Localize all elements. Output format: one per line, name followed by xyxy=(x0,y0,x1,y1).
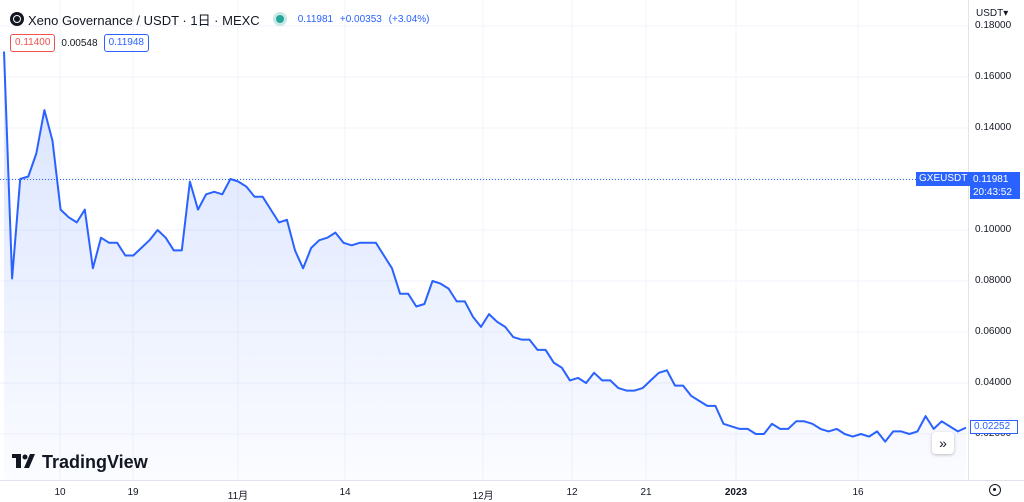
time-tick-label: 21 xyxy=(640,487,652,498)
price-area-fill xyxy=(4,51,966,480)
price-tick-label: 0.08000 xyxy=(975,275,1012,286)
currency-selector[interactable]: USDT▾ xyxy=(976,8,1008,19)
legend-last-price: 0.11981 xyxy=(297,13,334,25)
price-tick-label: 0.14000 xyxy=(975,122,1012,133)
price-tick-label: 0.06000 xyxy=(975,326,1012,337)
chevron-down-icon: ▾ xyxy=(1003,8,1009,19)
buy-button[interactable]: 0.11948 xyxy=(103,34,149,52)
time-tick-label: 14 xyxy=(339,487,351,498)
price-tick-label: 0.16000 xyxy=(975,71,1012,82)
market-status-icon[interactable] xyxy=(275,15,284,23)
legend-quote: 0.11981 +0.00353 (+3.04%) xyxy=(298,14,434,25)
symbol-logo-icon xyxy=(10,12,24,26)
price-chart[interactable] xyxy=(0,0,968,480)
price-line xyxy=(3,51,967,443)
price-tick-label: 0.18000 xyxy=(975,20,1012,31)
time-tick-label: 12月 xyxy=(472,491,494,502)
symbol-price-label: GXEUSDT xyxy=(916,172,971,186)
scroll-to-realtime-button[interactable]: » xyxy=(932,432,954,454)
gear-icon[interactable] xyxy=(989,484,1001,496)
time-tick-label: 16 xyxy=(852,487,864,498)
time-scale-border xyxy=(0,480,1024,481)
price-tick-label: 0.10000 xyxy=(975,224,1012,235)
time-tick-label: 10 xyxy=(54,487,66,498)
bar-countdown-label: 20:43:52 xyxy=(970,186,1020,199)
currency-label: USDT xyxy=(976,8,1004,19)
price-tick-label: 0.04000 xyxy=(975,377,1012,388)
price-scale-border xyxy=(968,0,969,480)
spread-value: 0.00548 xyxy=(61,37,98,49)
time-tick-label: 12 xyxy=(566,487,578,498)
time-tick-label: 11月 xyxy=(227,491,249,502)
legend-header: Xeno Governance / USDT · 1日 · MEXC 0.119… xyxy=(10,9,434,29)
symbol-title[interactable]: Xeno Governance / USDT · 1日 · MEXC xyxy=(28,12,260,28)
time-tick-label: 2023 xyxy=(724,487,748,498)
tradingview-logo-icon xyxy=(12,452,36,473)
bottom-price-label: 0.02252 xyxy=(970,420,1018,434)
time-tick-label: 19 xyxy=(127,487,139,498)
legend-change-percent: (+3.04%) xyxy=(388,13,430,25)
bid-ask-row: 0.11400 0.00548 0.11948 xyxy=(10,34,149,52)
sell-button[interactable]: 0.11400 xyxy=(10,34,56,52)
double-chevron-right-icon: » xyxy=(939,435,947,451)
tradingview-logo[interactable]: TradingView xyxy=(12,452,148,473)
legend-change: +0.00353 xyxy=(339,13,382,25)
logo-text: TradingView xyxy=(42,452,148,472)
last-price-label: 0.11981 xyxy=(970,172,1020,187)
